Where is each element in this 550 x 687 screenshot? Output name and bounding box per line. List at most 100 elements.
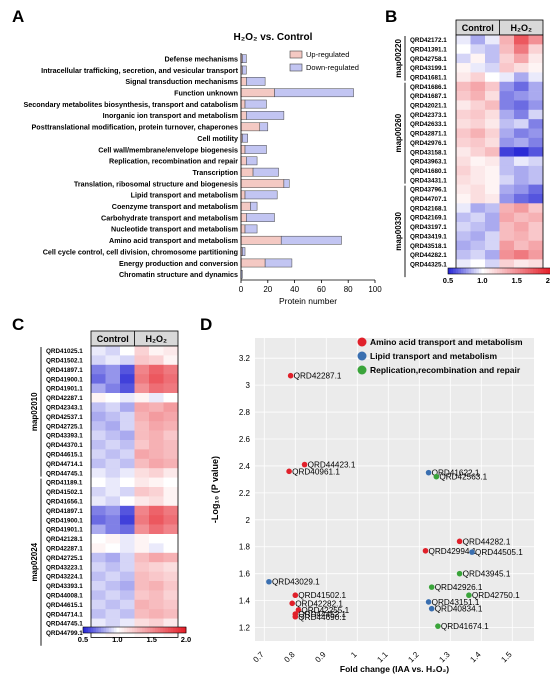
panel-d-point bbox=[266, 578, 272, 585]
panel-b-group-label: map00330 bbox=[394, 211, 403, 250]
panel-b-cell bbox=[470, 250, 486, 260]
panel-b-colorbar-step bbox=[525, 268, 529, 274]
panel-b-cell bbox=[514, 72, 529, 83]
panel-d-point bbox=[456, 570, 463, 577]
panel-c-colorbar-step bbox=[93, 627, 97, 633]
panel-d-legend-marker bbox=[357, 351, 367, 361]
panel-c-cell bbox=[105, 477, 121, 488]
panel-c-cell bbox=[163, 468, 179, 478]
panel-d-point bbox=[425, 599, 432, 605]
panel-b-row-label: QRD41391.1 bbox=[410, 46, 447, 53]
panel-c-colorbar-step bbox=[131, 627, 135, 633]
panel-c-cell bbox=[120, 609, 135, 619]
panel-c-cell bbox=[120, 355, 135, 366]
panel-c-row-label: QRD44714.1 bbox=[46, 461, 83, 468]
panel-b-colorbar-step bbox=[496, 268, 500, 274]
panel-b-row-label: QRD42373.1 bbox=[410, 112, 447, 119]
panel-c-cell bbox=[149, 618, 164, 629]
panel-b-cell bbox=[528, 109, 544, 120]
panel-c-cell bbox=[120, 364, 135, 375]
panel-c-cell bbox=[120, 458, 135, 469]
panel-b-row-label: QRD42871.1 bbox=[410, 131, 447, 138]
panel-c-cell bbox=[105, 505, 121, 516]
panel-c-cell bbox=[149, 411, 164, 422]
panel-a-category-label: Amino acid transport and metabolism bbox=[109, 236, 238, 245]
panel-b-cell bbox=[456, 100, 471, 111]
panel-a-bar-down bbox=[264, 258, 293, 268]
panel-c-cell bbox=[163, 374, 179, 384]
panel-d-y-tick-label: 2.4 bbox=[239, 462, 251, 471]
panel-c-cell bbox=[105, 524, 121, 535]
panel-c-colorbar-step bbox=[178, 627, 182, 633]
panel-b-cell bbox=[470, 119, 486, 129]
panel-b-colorbar-step bbox=[491, 268, 495, 274]
panel-b-cell bbox=[499, 156, 515, 167]
panel-b-cell bbox=[485, 175, 500, 185]
panel-a-letter: A bbox=[12, 7, 24, 26]
panel-b-cell bbox=[528, 250, 544, 260]
panel-b-cell bbox=[528, 165, 544, 176]
panel-d-y-tick-label: 1.8 bbox=[239, 543, 251, 552]
panel-c-cell bbox=[91, 402, 106, 413]
panel-d-x-tick-label: 0.8 bbox=[282, 650, 297, 665]
panel-a-bar-down bbox=[244, 99, 267, 109]
panel-a-x-tick-label: 40 bbox=[290, 285, 299, 294]
panel-c-cell bbox=[149, 383, 164, 394]
panel-c-cell bbox=[163, 618, 179, 629]
panel-a-bar-down bbox=[252, 167, 279, 177]
panel-c-row-label: QRD44615.1 bbox=[46, 602, 83, 609]
panel-d-x-tick-label: 1 bbox=[349, 650, 359, 660]
panel-c-cell bbox=[163, 571, 179, 582]
panel-c-colorbar-step bbox=[173, 627, 177, 633]
panel-c-colorbar-step bbox=[108, 627, 112, 633]
panel-b-cell bbox=[456, 137, 471, 148]
panel-c-cell bbox=[120, 599, 135, 610]
panel-b-cell bbox=[456, 109, 471, 120]
panel-b-colorbar-step bbox=[522, 268, 526, 274]
panel-b-colorbar-step bbox=[507, 268, 511, 274]
panel-b-cell bbox=[514, 231, 529, 241]
panel-c-row-label: QRD41900.1 bbox=[46, 517, 83, 524]
panel-c-cell bbox=[149, 374, 164, 384]
panel-b-cell bbox=[456, 119, 471, 129]
panel-d-point bbox=[428, 605, 435, 612]
panel-d-point-label: QRD44423.1 bbox=[308, 461, 356, 470]
panel-d-point bbox=[425, 469, 432, 476]
panel-d-point-label: QRD43151.1 bbox=[432, 598, 480, 607]
panel-a-bar-up bbox=[240, 235, 282, 245]
panel-c-cell bbox=[149, 458, 164, 469]
panel-a-bar-down bbox=[283, 179, 290, 188]
panel-a-bar-down bbox=[242, 247, 246, 256]
panel-d-x-tick-label: 1.3 bbox=[437, 650, 452, 665]
panel-c-cell bbox=[163, 543, 179, 554]
panel-b-cell bbox=[499, 109, 515, 120]
panel-a-bar-up bbox=[240, 99, 246, 109]
panel-b-row-label: QRD44325.1 bbox=[410, 261, 447, 268]
panel-a-category-label: Coenzyme transport and metabolism bbox=[112, 202, 238, 211]
panel-b-cell bbox=[456, 72, 471, 83]
panel-c-cell bbox=[91, 515, 106, 525]
panel-c-cell bbox=[134, 477, 150, 488]
panel-a-bar-up bbox=[240, 190, 246, 200]
panel-b-cell bbox=[499, 137, 515, 148]
panel-b-cell bbox=[485, 156, 500, 167]
panel-c-cell bbox=[105, 411, 121, 422]
panel-b-colorbar-step bbox=[458, 268, 462, 274]
panel-b-cell bbox=[456, 184, 471, 195]
panel-c-cell bbox=[91, 346, 106, 356]
panel-b-cell bbox=[485, 100, 500, 111]
panel-b-row-label: QRD42168.1 bbox=[410, 205, 447, 212]
panel-b-cell bbox=[456, 91, 471, 101]
panel-b-colorbar-tick: 1.5 bbox=[511, 276, 521, 285]
panel-d-point-label: QRD42282.1 bbox=[295, 599, 343, 608]
panel-c-row-label: QRD41502.1 bbox=[46, 358, 83, 365]
panel-c-cell bbox=[163, 421, 179, 431]
panel-c-cell bbox=[120, 562, 135, 572]
panel-b-cell bbox=[470, 231, 486, 241]
panel-c-colorbar-step bbox=[116, 627, 120, 633]
panel-c-row-label: QRD42287.1 bbox=[46, 546, 83, 553]
panel-d-point-label: QRD41674.1 bbox=[441, 622, 489, 631]
panel-a-bar-down bbox=[259, 122, 269, 132]
panel-b-colorbar-step bbox=[450, 268, 454, 274]
panel-d-x-tick-label: 1.4 bbox=[468, 650, 483, 665]
